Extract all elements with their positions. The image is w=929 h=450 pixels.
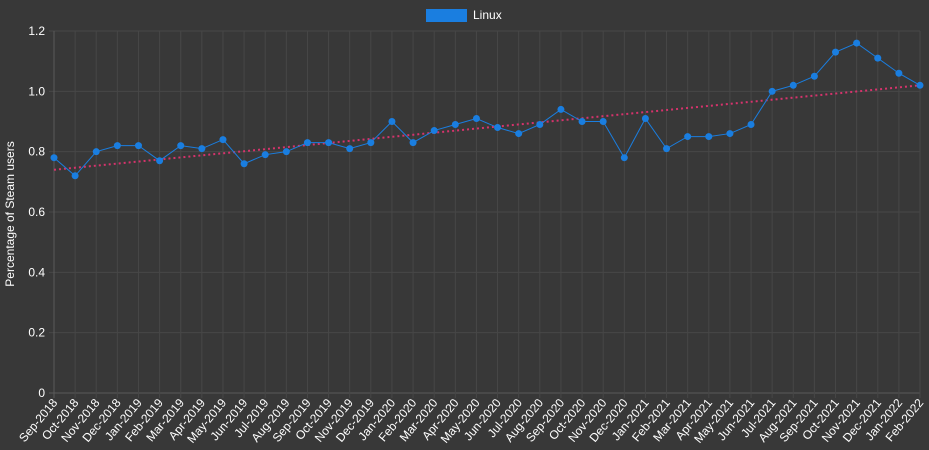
data-point[interactable] [726, 130, 734, 138]
data-point[interactable] [578, 118, 586, 125]
data-point[interactable] [177, 142, 185, 150]
data-point[interactable] [282, 148, 290, 156]
data-point[interactable] [916, 81, 924, 89]
data-point[interactable] [113, 142, 121, 150]
data-point[interactable] [599, 118, 607, 125]
data-point[interactable] [747, 121, 755, 129]
data-point[interactable] [768, 87, 776, 95]
data-point[interactable] [536, 121, 544, 129]
data-point[interactable] [472, 114, 480, 122]
data-point[interactable] [620, 154, 628, 162]
trendline [53, 84, 921, 171]
y-tick-label: 0.4 [28, 265, 45, 279]
data-point[interactable] [156, 157, 164, 165]
y-axis-title: Percentage of Steam users [3, 141, 17, 286]
data-point[interactable] [92, 148, 100, 156]
data-point[interactable] [134, 142, 142, 150]
y-axis-ticks: 0 0.2 0.4 0.6 0.8 1.0 1.2 [28, 24, 45, 400]
y-tick-label: 0.6 [28, 205, 45, 219]
data-point[interactable] [219, 136, 227, 144]
data-point[interactable] [641, 114, 649, 122]
data-point[interactable] [663, 145, 671, 153]
legend-swatch [426, 9, 467, 22]
data-point[interactable] [388, 118, 396, 125]
series-line-linux [53, 42, 921, 177]
y-tick-label: 0 [38, 386, 45, 400]
data-point[interactable] [494, 124, 502, 132]
data-point[interactable] [367, 139, 375, 147]
grid [49, 30, 921, 398]
legend-label: Linux [473, 8, 502, 22]
data-point[interactable] [874, 54, 882, 62]
data-points [50, 39, 924, 180]
data-point[interactable] [325, 139, 333, 147]
data-point[interactable] [832, 48, 840, 56]
data-point[interactable] [684, 133, 692, 141]
data-point[interactable] [853, 39, 861, 47]
data-point[interactable] [810, 72, 818, 80]
data-point[interactable] [303, 139, 311, 147]
data-point[interactable] [71, 172, 79, 180]
data-point[interactable] [50, 154, 58, 162]
data-point[interactable] [789, 81, 797, 89]
data-point[interactable] [430, 127, 438, 135]
y-tick-label: 1.0 [28, 84, 45, 98]
data-point[interactable] [198, 145, 206, 153]
data-point[interactable] [557, 105, 565, 113]
data-point[interactable] [261, 151, 269, 159]
x-axis-ticks: Sep-2018Oct-2018Nov-2018Dec-2018Jan-2019… [16, 396, 926, 446]
data-point[interactable] [346, 145, 354, 153]
data-point[interactable] [240, 160, 248, 168]
data-point[interactable] [895, 69, 903, 77]
y-tick-label: 0.2 [28, 326, 45, 340]
data-point[interactable] [409, 139, 417, 147]
data-point[interactable] [705, 133, 713, 141]
y-tick-label: 0.8 [28, 145, 45, 159]
data-point[interactable] [451, 121, 459, 129]
y-tick-label: 1.2 [28, 24, 45, 38]
legend[interactable]: Linux [426, 8, 502, 22]
data-point[interactable] [515, 130, 523, 138]
